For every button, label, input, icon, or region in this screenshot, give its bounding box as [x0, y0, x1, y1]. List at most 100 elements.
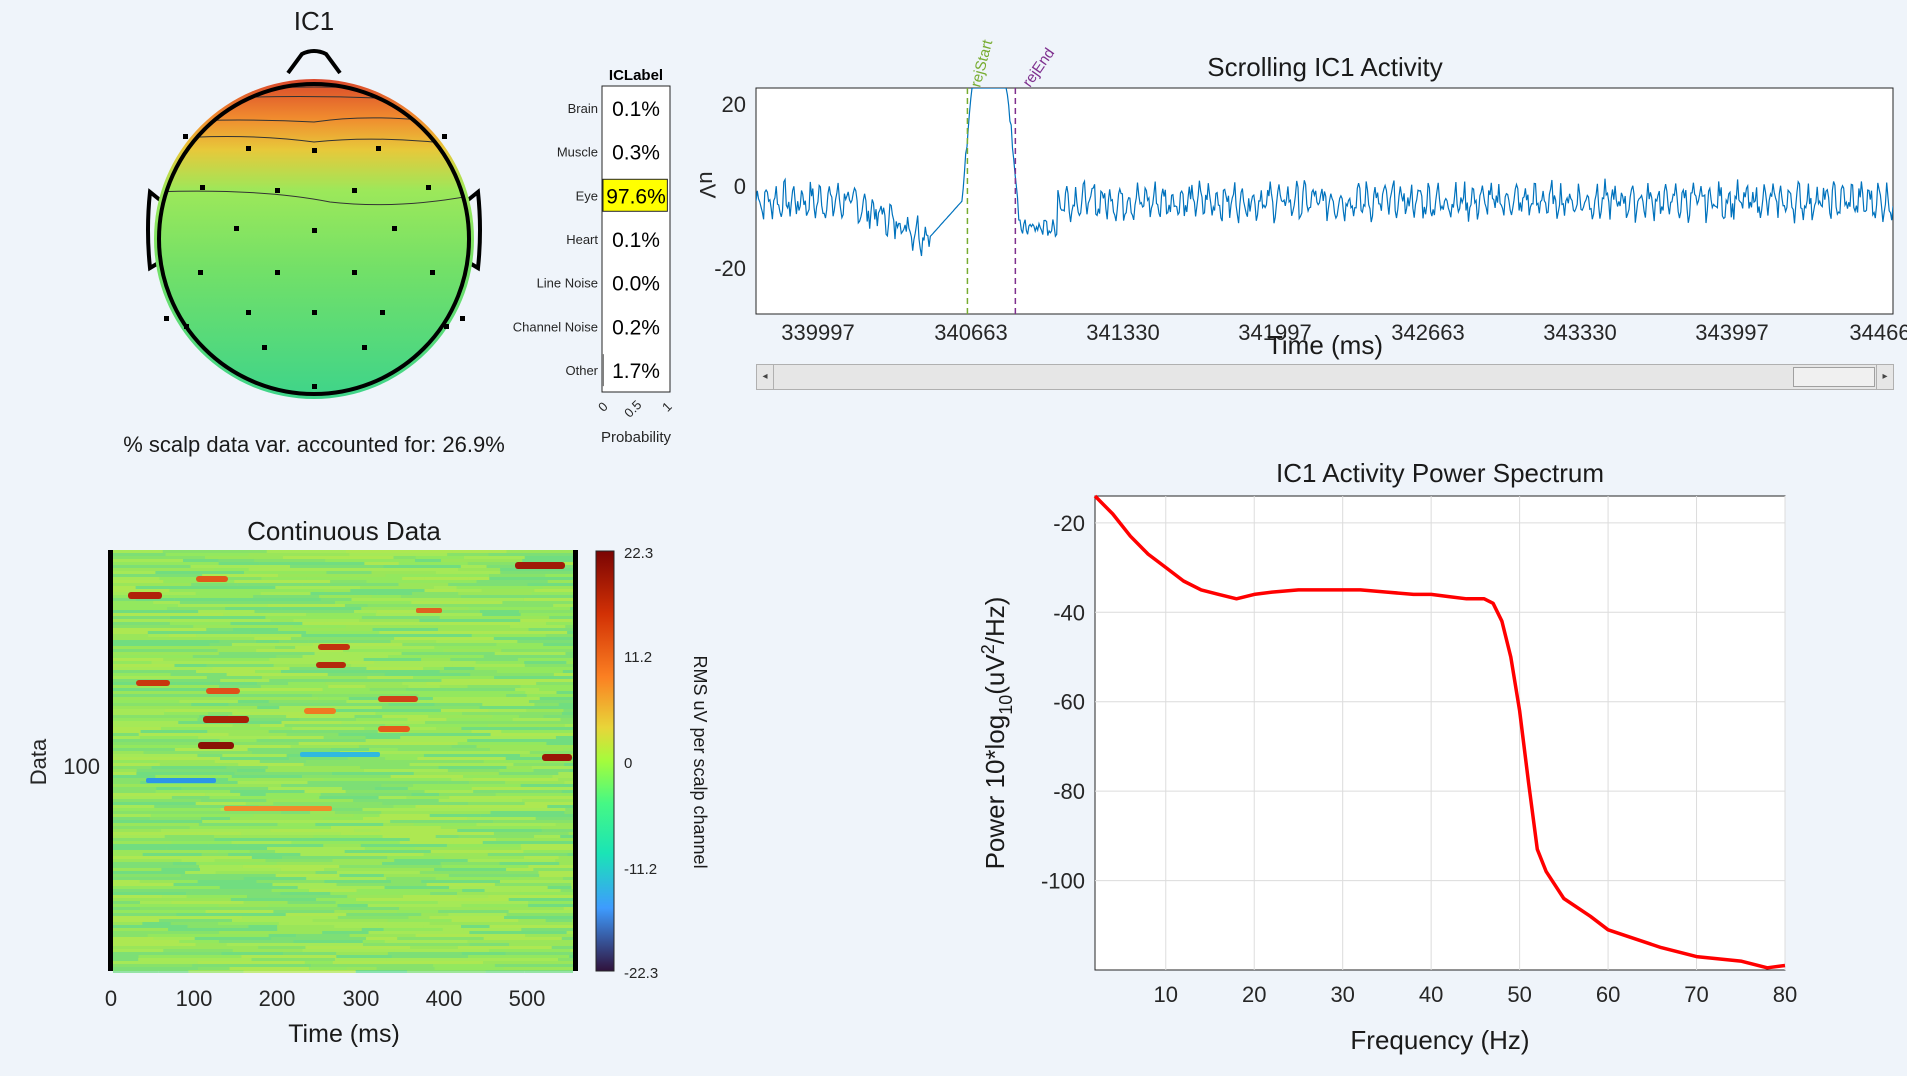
iclabel-row-label: Muscle — [557, 145, 598, 160]
spectrum-yticks: -20 -40 -60 -80 -100 — [1041, 511, 1085, 894]
continuous-xtick: 400 — [426, 986, 463, 1011]
activity-xticks: 339997 340663 341330 341997 342663 34333… — [781, 320, 1907, 345]
right-ear-shape — [466, 188, 482, 272]
iclabel-xticks: 0 0.5 1 — [595, 397, 675, 420]
activity-xtick: 343997 — [1695, 320, 1768, 345]
colorbar-tick: -11.2 — [624, 861, 657, 878]
spectrum-title: IC1 Activity Power Spectrum — [1276, 458, 1604, 488]
continuous-xtick: 0 — [105, 986, 117, 1011]
activity-xtick: 339997 — [781, 320, 854, 345]
iclabel-rows: Brain 0.1% Muscle 0.3% Eye 97.6% Heart 0.1% Line… — [513, 98, 668, 387]
activity-xtick: 341997 — [1238, 320, 1311, 345]
activity-title: Scrolling IC1 Activity — [1207, 52, 1443, 82]
rejstart-label: rejStart — [967, 37, 996, 89]
iclabel-row-label: Eye — [576, 188, 598, 203]
activity-xtick: 343330 — [1543, 320, 1616, 345]
iclabel-xtick: 1 — [659, 399, 675, 415]
continuous-xlabel: Time (ms) — [288, 1020, 400, 1048]
spectrum-panel: IC1 Activity Power Spectrum -20 -40 -60 -80… — [978, 458, 1798, 1055]
iclabel-row-value: 0.1% — [612, 98, 660, 121]
spectrum-xtick: 30 — [1330, 982, 1354, 1007]
continuous-ytick: 100 — [63, 754, 100, 779]
spectrum-xtick: 20 — [1242, 982, 1266, 1007]
colorbar-tick: 22.3 — [624, 545, 653, 562]
rejend-label: rejEnd — [1019, 45, 1058, 90]
spectrum-xtick: 60 — [1596, 982, 1620, 1007]
colorbar-tick: 11.2 — [624, 649, 652, 666]
spectrum-grid — [1095, 496, 1786, 970]
iclabel-xtick: 0.5 — [621, 397, 644, 420]
iclabel-row-label: Heart — [566, 232, 598, 247]
iclabel-title: ICLabel — [609, 67, 663, 84]
activity-xtick: 34466 — [1849, 320, 1907, 345]
activity-yticks: 20 0 -20 — [714, 92, 746, 281]
nose-shape — [286, 49, 342, 75]
scroll-right-arrow-icon[interactable]: ▸ — [1876, 365, 1893, 389]
scalp-topography — [154, 79, 474, 399]
spectrum-xlabel: Frequency (Hz) — [1350, 1025, 1529, 1055]
continuous-xticks: 0 100 200 300 400 500 — [105, 986, 545, 1011]
activity-ytick: 0 — [734, 174, 746, 199]
iclabel-xtick: 0 — [595, 399, 611, 415]
spectrum-xtick: 80 — [1773, 982, 1797, 1007]
left-ear-shape — [146, 188, 162, 272]
colorbar-tick: 0 — [624, 755, 632, 772]
colorbar — [595, 550, 615, 972]
spectrum-ytick: -20 — [1053, 511, 1085, 536]
activity-panel: Scrolling IC1 Activity 20 0 -20 uV 33999… — [695, 37, 1907, 360]
spectrum-ytick: -40 — [1053, 600, 1085, 625]
spectrum-line — [1093, 494, 1786, 970]
scroll-left-arrow-icon[interactable]: ◂ — [757, 365, 774, 389]
iclabel-row-label: Channel Noise — [513, 319, 598, 334]
iclabel-row-value: 97.6% — [606, 185, 666, 208]
activity-ylabel: uV — [695, 172, 720, 199]
continuous-xtick: 300 — [343, 986, 380, 1011]
colorbar-label: RMS uV per scalp channel — [690, 655, 710, 868]
electrode-markers — [164, 134, 465, 389]
heatmap-events — [128, 562, 572, 811]
iclabel-xlabel: Probability — [601, 429, 672, 446]
continuous-xtick: 100 — [176, 986, 213, 1011]
spectrum-ytick: -80 — [1053, 779, 1085, 804]
iclabel-row-value: 0.3% — [612, 142, 660, 165]
continuous-xtick: 500 — [509, 986, 546, 1011]
heatmap-right-border — [573, 550, 578, 971]
iclabel-row-label: Brain — [568, 101, 598, 116]
spectrum-ylabel: Power 10*log10(uV2/Hz) — [978, 597, 1016, 870]
iclabel-row-value: 0.0% — [612, 273, 660, 296]
iclabel-panel: ICLabel Brain 0.1% Muscle 0.3% Eye 97.6% Heart… — [513, 67, 675, 446]
iclabel-row-label: Line Noise — [537, 276, 598, 291]
iclabel-row-label: Other — [565, 363, 598, 378]
spectrum-ytick: -100 — [1041, 869, 1085, 894]
activity-plot — [756, 88, 1893, 314]
spectrum-ytick: -60 — [1053, 690, 1085, 715]
activity-scrollbar[interactable]: ◂ ▸ — [756, 364, 1894, 390]
colorbar-ticks: 22.3 11.2 0 -11.2 -22.3 — [624, 545, 658, 982]
spectrum-xtick: 50 — [1507, 982, 1531, 1007]
iclabel-bar-6 — [602, 354, 604, 387]
variance-text: % scalp data var. accounted for: 26.9% — [123, 432, 505, 457]
scrollbar-thumb[interactable] — [1793, 367, 1875, 387]
spectrum-xtick: 10 — [1154, 982, 1178, 1007]
activity-ytick: 20 — [722, 92, 746, 117]
iclabel-row-value: 0.1% — [612, 229, 660, 252]
colorbar-tick: -22.3 — [624, 965, 658, 982]
spectrum-xtick: 70 — [1684, 982, 1708, 1007]
continuous-xtick: 200 — [259, 986, 296, 1011]
continuous-ylabel: Data — [26, 738, 51, 785]
activity-xtick: 341330 — [1086, 320, 1159, 345]
spectrum-xtick: 40 — [1419, 982, 1443, 1007]
activity-axes — [755, 87, 1894, 315]
iclabel-bar-2 — [602, 178, 668, 212]
heatmap-left-border — [108, 550, 113, 971]
continuous-title: Continuous Data — [247, 516, 441, 546]
activity-xtick: 340663 — [934, 320, 1007, 345]
scalp-title: IC1 — [294, 6, 334, 36]
head-outline — [157, 82, 471, 396]
iclabel-row-value: 0.2% — [612, 316, 660, 339]
iclabel-row-value: 1.7% — [612, 360, 660, 383]
spectrum-xticks: 10 20 30 40 50 60 70 80 — [1154, 982, 1798, 1007]
activity-xtick: 342663 — [1391, 320, 1464, 345]
spectrum-plot — [1093, 494, 1786, 970]
scalp-map-panel: IC1 % scalp data var. accounted for: 26.… — [123, 6, 505, 457]
